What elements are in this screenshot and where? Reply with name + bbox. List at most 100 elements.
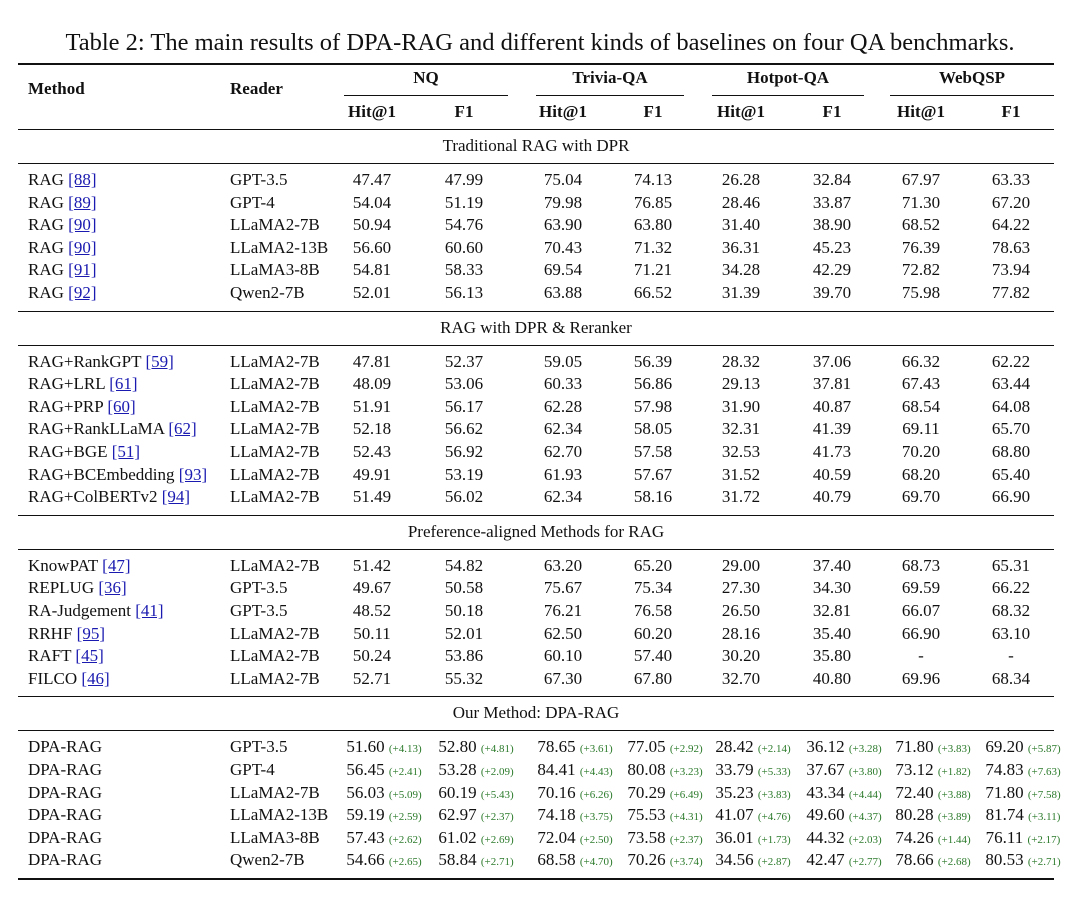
citation-link[interactable]: [94] (161, 487, 191, 507)
value: 76.39 (901, 237, 941, 257)
value-cell: 35.80 (813, 645, 851, 667)
gain-value: (+2.09) (480, 766, 514, 778)
citation-link[interactable]: [95] (76, 623, 105, 643)
value-cell: 68.54 (902, 396, 940, 418)
value: 26.50 (721, 601, 761, 620)
value-cell: 53.28 (+2.09) (438, 759, 513, 783)
value: 51.19 (444, 192, 484, 212)
citation-link[interactable]: [90] (68, 215, 97, 235)
method-cell: DPA-RAG (28, 759, 102, 781)
citation-link[interactable]: [59] (145, 351, 174, 371)
value: 30.20 (721, 646, 761, 666)
value: 70.29 (627, 782, 666, 802)
citation-link[interactable]: [36] (98, 578, 127, 598)
value-cell: 63.90 (544, 214, 582, 236)
value: 58.05 (633, 419, 673, 439)
value-cell: 45.23 (813, 237, 851, 259)
citation-link[interactable]: [91] (68, 260, 97, 280)
method-name: RAG+RankGPT (28, 351, 142, 371)
value-cell: 37.67 (+3.80) (806, 759, 881, 783)
section-rule (18, 163, 1054, 164)
value: 34.30 (812, 578, 852, 598)
citation-link[interactable]: [88] (68, 170, 97, 189)
value-cell: 69.59 (902, 577, 940, 599)
value-cell: 80.53 (+2.71) (985, 849, 1060, 873)
citation-link[interactable]: [92] (68, 283, 97, 302)
reader-cell: LLaMA2-13B (230, 805, 329, 825)
value: 52.43 (352, 442, 392, 461)
value: 63.20 (543, 555, 583, 575)
reader-cell: LLaMA3-8B (230, 260, 320, 280)
value-cell: 66.90 (902, 623, 940, 645)
value: 44.32 (806, 827, 845, 847)
method-name: DPA-RAG (28, 850, 103, 870)
value: 40.59 (812, 464, 852, 484)
value-cell: 80.28 (+3.89) (895, 804, 970, 828)
value-cell: 78.66 (+2.68) (895, 849, 970, 873)
citation-link[interactable]: [41] (135, 601, 164, 620)
value-cell: 56.92 (445, 441, 483, 463)
value: 71.80 (895, 737, 934, 757)
method-cell: FILCO [46] (28, 668, 110, 690)
citation-link[interactable]: [90] (68, 237, 97, 257)
reader-cell: LLaMA2-7B (230, 668, 320, 688)
value-cell: 62.34 (544, 486, 582, 508)
value-cell: 70.43 (544, 237, 582, 259)
value-cell: 38.90 (813, 214, 851, 236)
value: 37.40 (812, 555, 852, 575)
value-cell: 60.60 (445, 237, 483, 259)
table-caption: Table 2: The main results of DPA-RAG and… (65, 29, 1015, 56)
citation-link[interactable]: [89] (68, 192, 97, 212)
citation-link[interactable]: [51] (111, 442, 141, 461)
value-cell: 68.52 (902, 214, 940, 236)
citation-link[interactable]: [60] (107, 396, 136, 416)
value: 57.43 (346, 827, 385, 847)
value: 50.11 (353, 623, 391, 643)
value: 80.08 (627, 760, 666, 779)
value: 74.26 (895, 827, 934, 847)
value-cell: 73.94 (992, 259, 1030, 281)
gain-value: (+3.80) (848, 766, 882, 778)
value: - (1008, 646, 1014, 666)
value-cell: 78.63 (992, 237, 1030, 259)
value: 59.05 (543, 351, 583, 371)
citation-link[interactable]: [93] (178, 464, 208, 484)
gain-value: (+2.68) (937, 856, 971, 869)
gain-value: (+5.33) (757, 766, 791, 778)
value-cell: 75.04 (544, 169, 582, 191)
citation-link[interactable]: [47] (102, 555, 131, 575)
value: 31.90 (721, 396, 761, 416)
table-row: FILCO [46] LLaMA2-7B 52.71 55.32 67.30 67.80 3… (18, 668, 1054, 691)
value-cell: 34.28 (722, 259, 760, 281)
value: 50.58 (444, 578, 484, 598)
value-cell: 69.20 (+5.87) (985, 736, 1060, 760)
method-name: RRHF (28, 623, 73, 643)
citation-link[interactable]: [61] (109, 374, 138, 394)
value: 50.94 (352, 215, 392, 235)
value-cell: 49.67 (353, 577, 391, 599)
value-cell: 57.43 (+2.62) (346, 827, 421, 851)
gain-value: (+3.83) (937, 743, 971, 756)
value: 55.32 (444, 668, 484, 688)
gain-value: (+1.44) (937, 833, 971, 846)
value: 80.53 (985, 850, 1024, 870)
method-name: RAG (28, 237, 64, 257)
value: 68.34 (991, 668, 1031, 688)
method-cell: RAG+BGE [51] (28, 441, 140, 463)
value: 78.65 (537, 737, 576, 757)
value-cell: 64.08 (992, 396, 1030, 418)
citation-link[interactable]: [46] (81, 668, 110, 688)
value-cell: 31.39 (722, 282, 760, 304)
table-row: DPA-RAG GPT-3.5 51.60 (+4.13) 52.80 (+4.81)… (18, 736, 1061, 760)
value-cell: 52.37 (445, 351, 483, 373)
value-cell: 32.70 (722, 668, 760, 690)
citation-link[interactable]: [45] (75, 646, 104, 666)
value-cell: 52.43 (353, 441, 391, 463)
gain-value: (+4.31) (669, 811, 703, 824)
value-cell: 77.05 (+2.92) (627, 736, 702, 760)
citation-link[interactable]: [62] (168, 419, 197, 439)
table-row: RAG+ColBERTv2 [94] LLaMA2-7B 51.49 56.02 62.… (18, 486, 1054, 509)
method-cell: RAG [90] (28, 214, 96, 236)
gain-value: (+3.61) (579, 743, 613, 756)
value-cell: 57.58 (634, 441, 672, 463)
